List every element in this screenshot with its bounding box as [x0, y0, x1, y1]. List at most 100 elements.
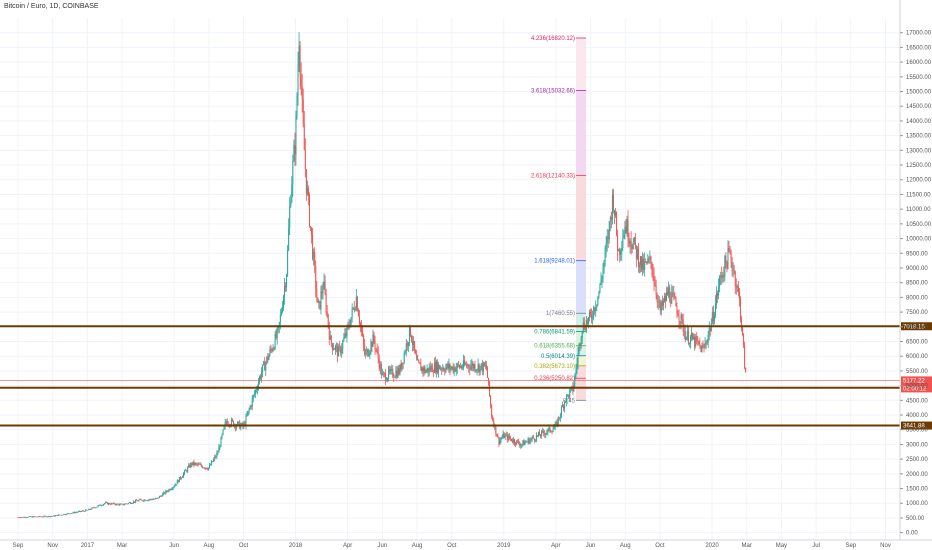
candle-body [598, 292, 600, 297]
candle-body [577, 352, 579, 364]
candle-body [387, 378, 389, 381]
candle-body [452, 366, 454, 372]
y-tick-label: 6500.00 [906, 339, 928, 345]
candle-body [564, 401, 566, 409]
candle-body [632, 242, 634, 250]
candle-body [423, 367, 425, 372]
candle-body [434, 362, 436, 373]
candle-body [672, 292, 674, 294]
candle-body [641, 256, 643, 270]
candle-body [628, 240, 630, 244]
candle-body [165, 490, 167, 494]
candle-body [153, 499, 155, 500]
candle-body [75, 512, 77, 513]
candle-body [359, 323, 361, 326]
candle-body [336, 346, 338, 347]
candle-body [698, 340, 700, 345]
y-tick-label: 1500.00 [906, 487, 928, 493]
candle-body [636, 248, 638, 259]
fib-level-label: 0.618(6355.68) [534, 344, 575, 350]
x-tick-label: Apr [343, 543, 352, 549]
candle-body [219, 446, 221, 448]
candle-body [453, 367, 455, 372]
candle-body [543, 430, 545, 434]
candle-body [550, 431, 552, 433]
candle-body [172, 487, 174, 489]
candle-body [247, 410, 249, 415]
candle-body [414, 341, 416, 351]
fib-band [576, 260, 586, 314]
candle-body [179, 477, 181, 479]
candle-body [613, 209, 615, 216]
candle-body [567, 394, 569, 396]
candle-body [676, 306, 678, 315]
candle-body [737, 286, 739, 293]
candle-body [448, 364, 450, 369]
candle-body [318, 301, 320, 303]
candle-body [666, 291, 668, 301]
y-tick-label: 12500.00 [906, 163, 932, 169]
y-tick-label: 10000.00 [906, 237, 932, 243]
candle-body [319, 301, 321, 309]
candle-body [124, 503, 126, 505]
candle-body [473, 364, 475, 369]
candle-body [706, 342, 708, 344]
candle-body [619, 249, 621, 255]
candle-body [695, 336, 697, 347]
candle-body [589, 311, 591, 318]
candle-body [621, 247, 623, 251]
candle-body [137, 500, 139, 502]
candle-body [674, 296, 676, 299]
candle-body [416, 354, 418, 361]
candle-body [528, 438, 530, 444]
candle-body [505, 434, 507, 435]
candle-body [372, 334, 374, 347]
fibonacci-extension[interactable]: 4.236(16820.12) 3.618(15032.66) 2.618(1214… [531, 36, 586, 404]
candle-body [370, 342, 372, 352]
candle-body [69, 513, 71, 515]
x-tick-label: Oct [655, 543, 665, 549]
candle-body [599, 283, 601, 293]
candle-body [24, 517, 26, 518]
candle-body [568, 394, 570, 398]
candle-body [248, 409, 250, 411]
x-tick-label: Jul [812, 543, 820, 549]
candle-body [74, 512, 76, 514]
candle-body [47, 516, 49, 517]
candle-body [688, 343, 690, 344]
candle-body [708, 328, 710, 335]
candle-body [736, 286, 738, 288]
candle-body [135, 500, 137, 503]
candle-body [213, 459, 215, 462]
candle-body [108, 503, 110, 505]
candle-body [354, 309, 356, 311]
candle-body [286, 275, 288, 288]
candle-body [81, 511, 83, 512]
candle-body [112, 503, 114, 504]
candle-body [85, 509, 87, 512]
candle-body [549, 427, 551, 432]
candle-body [202, 467, 204, 469]
candle-body [21, 517, 23, 518]
candle-body [67, 513, 69, 514]
price-axis[interactable]: 0.00 500.00 1000.00 1500.00 2000.00 2500.00 30… [899, 0, 932, 540]
candle-body [742, 327, 744, 335]
candle-body [282, 296, 284, 309]
candle-body [315, 265, 317, 289]
candle-body [450, 368, 452, 370]
candle-body [623, 234, 625, 239]
candle-body [366, 349, 368, 353]
candle-body [721, 275, 723, 279]
candle-body [142, 500, 144, 502]
candle-body [134, 501, 136, 503]
candle-body [462, 367, 464, 368]
x-tick-label: Oct [239, 543, 249, 549]
candle-body [596, 304, 598, 308]
candle-body [343, 337, 345, 342]
candle-body [499, 440, 501, 444]
candle-body [557, 417, 559, 426]
time-axis[interactable]: Sep Nov 2017 Mar Jun Aug Oct 2018 Apr Jun Aug Oct 20… [0, 539, 932, 549]
candle-body [339, 346, 341, 348]
